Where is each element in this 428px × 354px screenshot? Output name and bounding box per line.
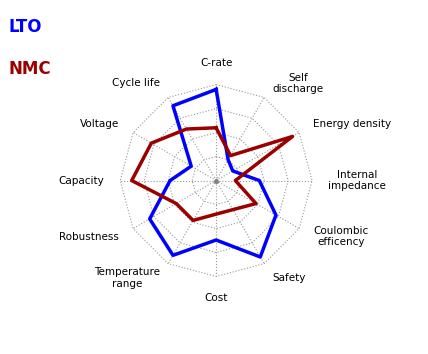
- Text: Energy density: Energy density: [313, 119, 392, 130]
- Text: Temperature
range: Temperature range: [94, 267, 160, 289]
- Text: Self
discharge: Self discharge: [272, 73, 324, 94]
- Text: Internal
impedance: Internal impedance: [328, 170, 386, 192]
- Text: Robustness: Robustness: [59, 232, 119, 242]
- Text: NMC: NMC: [9, 60, 51, 78]
- Text: Coulombic
efficency: Coulombic efficency: [313, 226, 369, 247]
- Text: LTO: LTO: [9, 18, 42, 36]
- Text: Capacity: Capacity: [58, 176, 104, 185]
- Text: Safety: Safety: [272, 273, 306, 283]
- Text: Cycle life: Cycle life: [112, 78, 160, 88]
- Text: C-rate: C-rate: [200, 58, 232, 68]
- Text: Cost: Cost: [205, 293, 228, 303]
- Text: Voltage: Voltage: [80, 119, 119, 130]
